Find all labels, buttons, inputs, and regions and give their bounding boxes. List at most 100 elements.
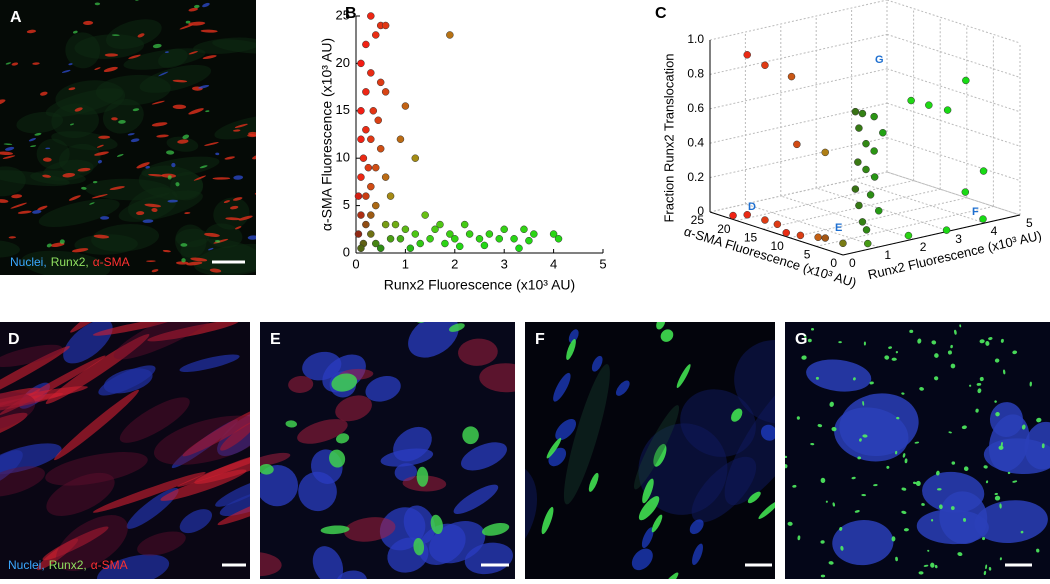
cell [146,260,156,262]
cell [268,227,275,230]
scatter-point [855,201,863,210]
cell [854,510,860,513]
scatter-point [441,239,449,248]
cell [204,142,219,146]
cell [975,408,979,413]
cell [861,494,866,497]
cell [0,466,45,497]
scatter-point [357,59,365,68]
scatter-point [359,154,368,162]
cell [24,291,33,296]
cell [760,424,775,441]
cell [912,481,917,485]
cell [167,199,179,203]
cell [94,67,101,71]
cell [260,464,274,475]
cell [224,156,235,160]
cell [182,401,250,457]
scatter-point [381,220,390,229]
cell [199,165,208,169]
cell [193,243,256,275]
scatter-point [362,192,370,200]
cell [1036,417,1042,423]
scatter-point [376,244,385,253]
cell [185,20,191,24]
cell [829,401,834,407]
cell [985,341,990,346]
scatter-point [374,116,382,125]
scatter-point [943,106,952,114]
cell [458,338,498,366]
cell [994,495,1001,501]
cell [260,452,291,467]
cell [780,457,785,463]
cell [234,226,242,230]
panel-label: F [535,331,545,348]
scatter-point [362,88,370,96]
grid-line [780,195,914,240]
scatter-point [451,235,459,243]
cell [931,340,937,345]
legend-entry: Runx2, [51,255,89,269]
legend-entry: α-SMA [93,255,130,269]
cell [884,355,890,360]
scatter-point [446,31,454,39]
panel-label: C [655,5,667,22]
cell [1021,424,1026,430]
cell [831,426,837,432]
cell [329,449,346,468]
cell [998,445,1004,450]
cell [151,100,165,105]
cell [416,466,429,487]
cell [365,376,401,402]
cell [3,143,13,146]
cell [380,448,434,467]
cell [202,55,217,60]
cell [413,537,425,556]
cell [181,258,186,263]
cell [969,384,972,387]
scatter-point [525,236,533,245]
cell [834,407,909,462]
x-tick-label: 15 [744,230,758,244]
cell [930,562,935,568]
scatter-point [858,218,867,226]
cell [792,484,797,488]
scatter-point [761,61,769,69]
cell [219,488,250,516]
cell [901,487,907,491]
cell [660,329,674,342]
scatter-point [406,244,415,253]
panel-label: B [345,5,357,22]
cell [212,177,231,180]
scatter-point [362,220,370,229]
grid-line [736,180,914,222]
cell [200,29,218,33]
cell [660,572,679,579]
cell [901,510,907,514]
grid-line [709,0,888,41]
cell [63,322,113,364]
cell [137,531,186,556]
cell [113,322,222,360]
cell [0,344,63,368]
scatter-point [874,207,883,215]
cell [175,224,207,258]
cell [254,190,256,195]
scatter-point [372,31,380,39]
cell [985,564,988,570]
cell [796,416,800,420]
cell [130,138,140,143]
scatter-point [495,235,504,243]
scatter-point [530,230,538,238]
grid-line [886,68,1021,113]
annotation: F [972,206,979,218]
cell [58,143,101,174]
cell [974,500,1048,543]
scatter-point [962,76,970,85]
scatter-point [421,211,429,219]
cell [190,257,208,262]
cell [74,34,145,59]
cell [988,414,1030,472]
